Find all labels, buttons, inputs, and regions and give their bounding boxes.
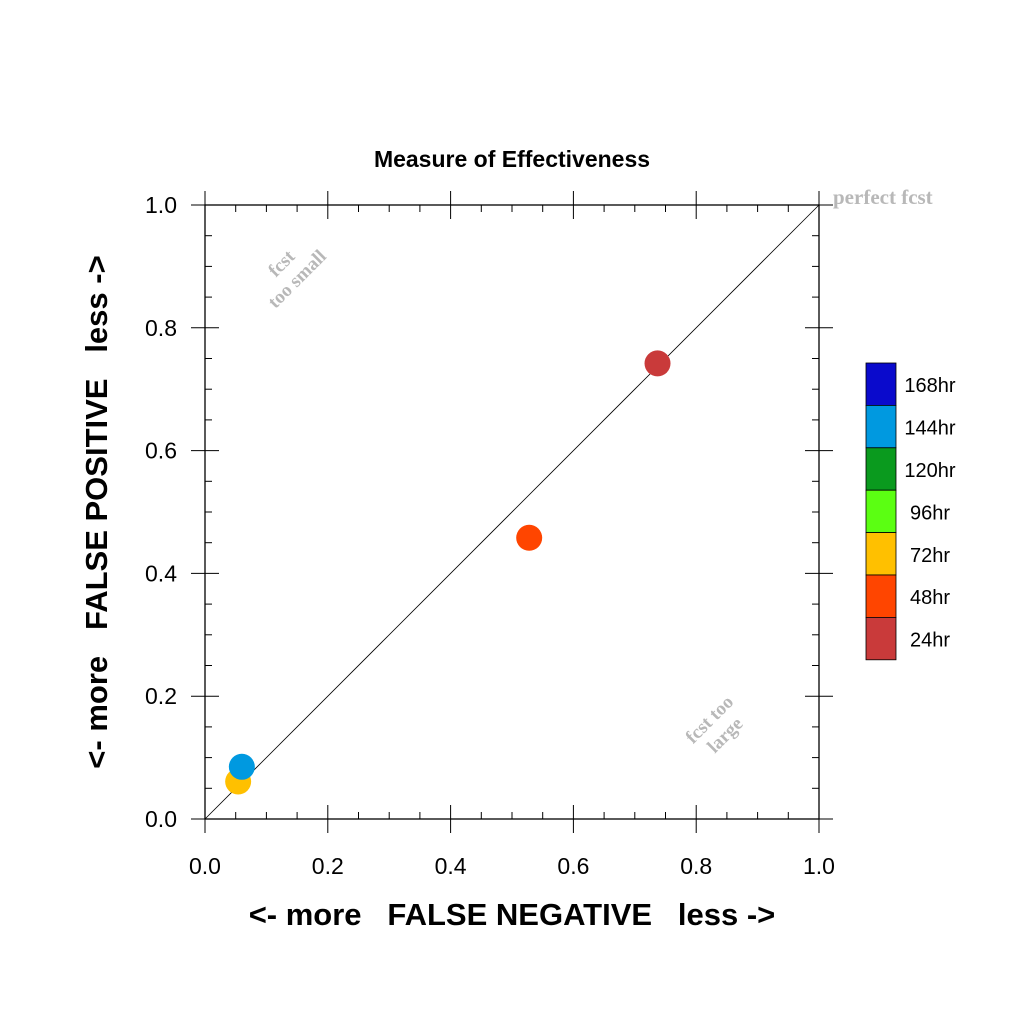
x-tick-label: 0.4: [435, 853, 467, 879]
legend-swatch-120hr: [865, 447, 897, 491]
data-point-48hr: [516, 524, 543, 551]
diagonal-line: [204, 204, 820, 820]
x-tick-label: 1.0: [803, 853, 835, 879]
legend-swatch-96hr: [865, 489, 897, 534]
x-tick-label: 0.0: [189, 853, 221, 879]
legend-swatch-48hr: [865, 574, 897, 618]
chart-title: Measure of Effectiveness: [374, 146, 650, 172]
x-tick-label: 0.6: [557, 853, 589, 879]
plot-area: 0.0 0.2 0.4 0.6 0.8 1.0 0.0 0.2 0.4 0.6 0.8 1.0: [145, 191, 835, 879]
y-axis-label: <- more FALSE POSITIVE less ->: [79, 255, 114, 768]
legend-label-96hr: 96hr: [910, 502, 950, 524]
annotation-too-large: fcst too large: [682, 692, 748, 758]
legend-swatch-72hr: [865, 532, 897, 576]
legend-label-120hr: 120hr: [904, 460, 955, 482]
legend-label-144hr: 144hr: [904, 418, 955, 440]
x-tick-label: 0.2: [312, 853, 344, 879]
legend-swatch-144hr: [865, 404, 897, 449]
legend-label-48hr: 48hr: [910, 587, 950, 609]
legend-label-24hr: 24hr: [910, 630, 950, 652]
y-tick-label: 0.2: [145, 683, 177, 709]
x-tick-label: 0.8: [680, 853, 712, 879]
legend-swatch-24hr: [865, 617, 897, 661]
y-tick-label: 0.0: [145, 806, 177, 832]
annotation-too-small: fcst too small: [264, 246, 331, 313]
data-point-24hr: [644, 350, 671, 377]
y-tick-label: 0.4: [145, 560, 177, 586]
y-tick-label: 1.0: [145, 192, 177, 218]
legend: 168hr 144hr 120hr 96hr 72hr 48hr 24hr: [865, 362, 956, 661]
legend-label-168hr: 168hr: [904, 375, 955, 397]
annotation-perfect-fcst: perfect fcst: [833, 185, 933, 209]
legend-label-72hr: 72hr: [910, 545, 950, 567]
y-tick-label: 0.6: [145, 438, 177, 464]
y-tick-label: 0.8: [145, 315, 177, 341]
legend-swatch-168hr: [865, 362, 897, 406]
x-axis-label: <- more FALSE NEGATIVE less ->: [249, 897, 776, 932]
data-point-144hr: [228, 753, 255, 780]
